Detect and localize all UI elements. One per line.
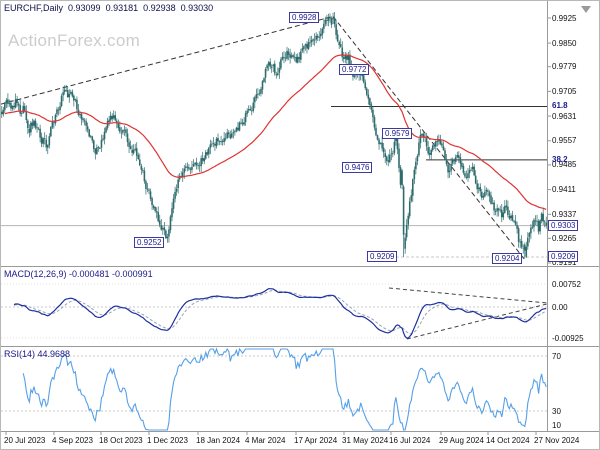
ohlc-open: 0.93099	[68, 3, 101, 13]
macd-indicator-label: MACD(12,26,9) -0.000481 -0.000991	[4, 269, 153, 279]
chart-header: EURCHF,Daily 0.93099 0.93181 0.92938 0.93030	[4, 3, 218, 13]
chart-shift-marker-icon	[581, 6, 591, 13]
watermark: ActionForex.com	[8, 31, 141, 50]
ohlc-high: 0.93181	[105, 3, 139, 13]
symbol-timeframe: EURCHF,Daily	[4, 3, 64, 13]
ohlc-close: 0.93030	[180, 3, 214, 13]
ohlc-low: 0.92938	[143, 3, 176, 13]
rsi-indicator-label: RSI(14) 44.9688	[4, 349, 71, 359]
